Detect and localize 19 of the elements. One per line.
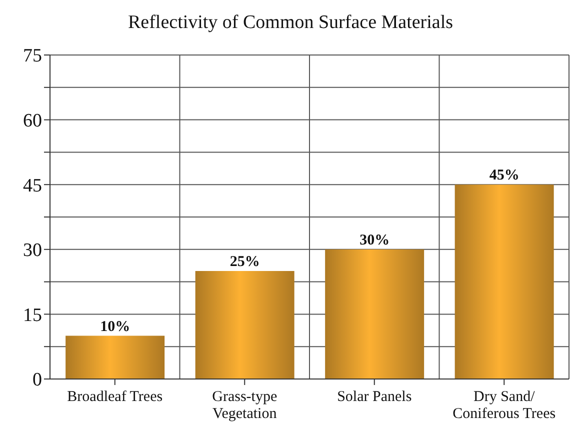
x-tick-label: Broadleaf Trees [67,389,163,405]
data-label: 25% [230,254,260,270]
data-label: 30% [360,232,390,248]
y-tick-label: 0 [32,370,42,391]
bar [454,184,554,379]
x-tick-label: Dry Sand/ Coniferous Trees [452,389,556,422]
y-tick-label: 60 [23,110,42,132]
data-label: 10% [100,318,130,335]
chart-title: Reflectivity of Common Surface Materials [126,12,454,34]
y-tick-label: 45 [23,175,42,196]
y-tick-label: 30 [23,240,42,262]
y-tick-label: 15 [23,304,42,326]
y-tick-label: 75 [23,46,42,67]
bar [66,336,165,379]
bar [325,249,424,379]
data-label: 45% [489,168,520,184]
x-tick-label: Solar Panels [337,389,412,405]
x-tick-label: Grass-type Vegetation [212,389,278,422]
bar [195,271,294,379]
